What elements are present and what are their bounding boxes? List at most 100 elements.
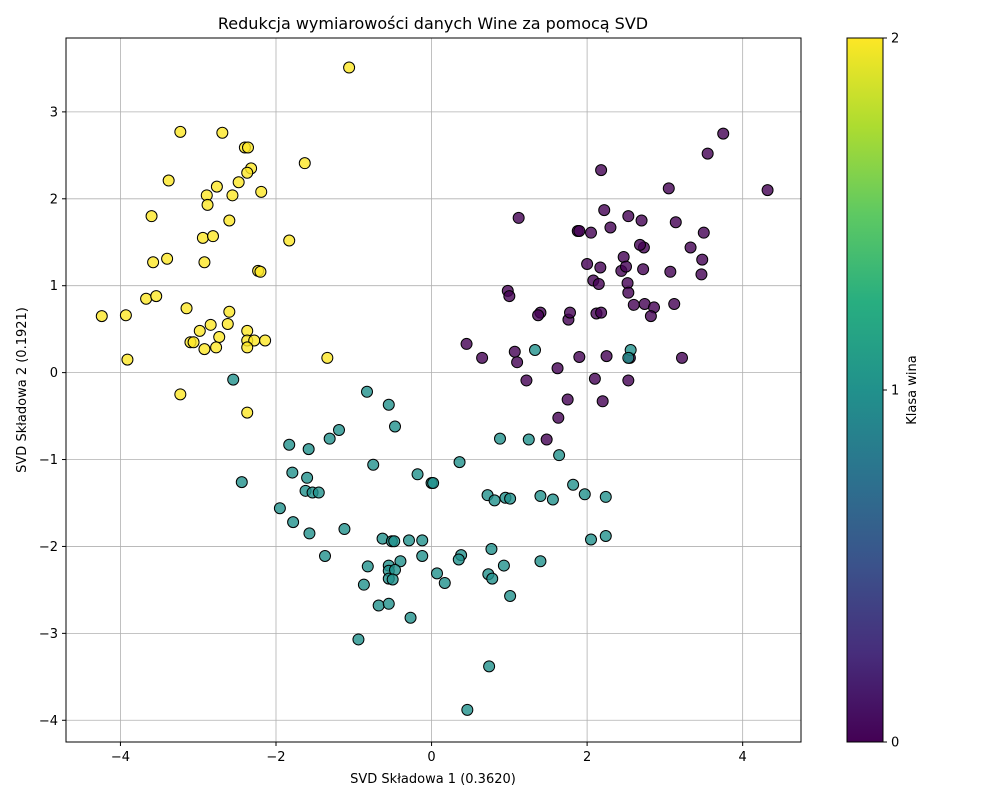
data-point-class-2 — [174, 125, 187, 138]
x-tick-label: −2 — [266, 750, 285, 765]
data-point-class-0 — [695, 268, 708, 281]
axis-ticks: −4 −2 0 2 4 −4 −3 −2 −1 0 1 2 3 — [39, 105, 747, 765]
data-point-class-0 — [662, 182, 675, 195]
data-point-class-0 — [701, 147, 714, 160]
chart-title: Redukcja wymiarowości danych Wine za pom… — [218, 14, 648, 33]
data-point-class-2 — [193, 324, 206, 337]
data-point-class-0 — [598, 204, 611, 217]
data-point-class-2 — [140, 292, 153, 305]
data-point-class-1 — [534, 555, 547, 568]
y-tick-label: −4 — [39, 714, 58, 729]
data-point-class-0 — [573, 224, 586, 237]
data-point-class-0 — [564, 306, 576, 319]
data-point-class-0 — [620, 260, 632, 273]
x-tick-label: 2 — [583, 750, 591, 765]
data-point-class-1 — [553, 449, 566, 462]
data-points — [95, 61, 774, 716]
data-point-class-1 — [361, 385, 373, 398]
y-axis-label: SVD Składowa 2 (0.1921) — [15, 307, 30, 473]
data-point-class-0 — [627, 298, 640, 311]
x-tick-label: 4 — [739, 750, 747, 765]
data-point-class-2 — [180, 302, 193, 315]
grid-lines — [66, 38, 801, 742]
data-point-class-1 — [488, 494, 501, 507]
data-point-class-1 — [394, 555, 407, 568]
data-point-class-1 — [338, 523, 351, 536]
data-point-class-0 — [595, 164, 608, 177]
y-tick-label: −3 — [39, 627, 58, 642]
data-point-class-0 — [622, 374, 635, 387]
data-point-class-2 — [187, 336, 200, 349]
data-point-class-1 — [302, 443, 315, 456]
data-point-class-1 — [427, 476, 440, 489]
data-point-class-0 — [644, 310, 657, 323]
data-point-class-1 — [567, 478, 580, 491]
data-point-class-0 — [592, 277, 605, 290]
data-point-class-2 — [241, 406, 254, 419]
data-point-class-0 — [669, 216, 682, 229]
data-point-class-1 — [361, 560, 374, 573]
y-tick-label: 0 — [50, 366, 58, 381]
data-point-class-0 — [637, 263, 650, 276]
data-point-class-0 — [684, 241, 697, 254]
data-point-class-2 — [210, 180, 223, 193]
data-point-class-1 — [303, 527, 316, 540]
data-point-class-1 — [522, 433, 535, 446]
data-point-class-2 — [255, 185, 268, 198]
data-point-class-0 — [512, 211, 525, 224]
data-point-class-2 — [242, 141, 254, 154]
data-point-class-1 — [372, 599, 385, 612]
data-point-class-2 — [207, 230, 219, 243]
data-point-class-1 — [494, 432, 506, 445]
data-point-class-2 — [298, 157, 311, 170]
data-point-class-1 — [411, 468, 424, 481]
data-point-class-1 — [382, 398, 395, 411]
data-point-class-2 — [147, 256, 160, 269]
plot-frame — [65, 37, 802, 743]
colorbar-tick-label: 2 — [891, 32, 899, 47]
data-point-class-1 — [504, 589, 517, 602]
data-point-class-0 — [551, 362, 564, 375]
data-point-class-1 — [438, 576, 451, 589]
data-point-class-1 — [452, 553, 465, 566]
data-point-class-2 — [161, 252, 174, 265]
data-point-class-2 — [241, 166, 254, 179]
colorbar-label: Klasa wina — [905, 355, 920, 424]
data-point-class-1 — [534, 490, 547, 503]
data-point-class-1 — [485, 543, 498, 556]
data-point-class-1 — [504, 492, 517, 505]
data-point-class-0 — [635, 214, 648, 227]
data-point-class-1 — [497, 559, 510, 572]
data-point-class-2 — [283, 234, 296, 247]
data-point-class-2 — [204, 318, 217, 331]
data-point-class-1 — [453, 456, 466, 469]
data-point-class-2 — [232, 176, 245, 189]
data-point-class-2 — [198, 343, 211, 356]
data-point-class-2 — [343, 61, 356, 74]
data-point-class-0 — [532, 309, 545, 322]
data-point-class-2 — [201, 198, 214, 211]
data-point-class-2 — [241, 341, 254, 354]
y-tick-label: 3 — [50, 105, 58, 120]
colorbar-ticks: 0 1 2 — [883, 32, 899, 751]
data-point-class-2 — [221, 317, 234, 330]
y-tick-label: 2 — [50, 192, 58, 207]
data-point-class-1 — [416, 550, 429, 563]
data-point-class-0 — [604, 221, 617, 234]
data-point-class-1 — [227, 373, 240, 386]
data-point-class-1 — [382, 597, 395, 610]
data-point-class-2 — [254, 265, 267, 278]
data-point-class-0 — [588, 372, 601, 385]
data-point-class-0 — [634, 238, 646, 251]
data-point-class-1 — [529, 344, 541, 357]
data-point-class-1 — [483, 660, 496, 673]
x-tick-label: 0 — [427, 750, 435, 765]
data-point-class-0 — [594, 261, 607, 274]
data-point-class-2 — [216, 126, 229, 139]
data-point-class-0 — [460, 337, 473, 350]
data-point-class-0 — [561, 393, 574, 406]
data-point-class-1 — [546, 493, 559, 506]
data-point-class-0 — [696, 253, 709, 266]
data-point-class-2 — [226, 189, 239, 202]
